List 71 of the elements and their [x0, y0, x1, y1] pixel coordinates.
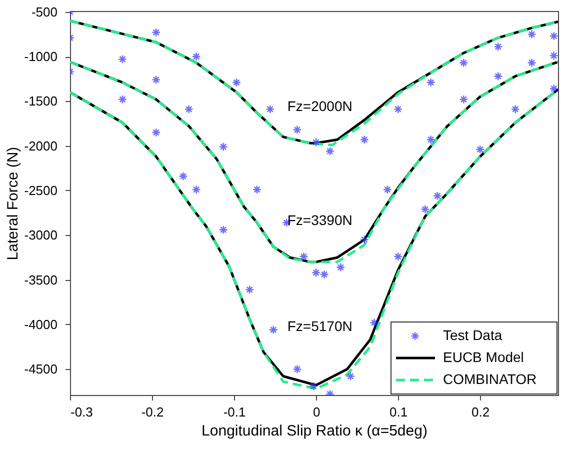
point	[312, 138, 321, 147]
point	[510, 104, 520, 114]
point	[218, 142, 228, 152]
point	[192, 185, 201, 194]
point	[312, 268, 321, 278]
x-tick-label: -0.2	[141, 404, 164, 420]
point	[268, 325, 278, 334]
point	[370, 318, 379, 328]
point	[118, 94, 128, 104]
point	[476, 144, 485, 154]
point	[426, 135, 436, 144]
point	[118, 54, 128, 64]
point	[459, 58, 468, 68]
point	[527, 30, 536, 39]
y-axis-title: Lateral Force (N)	[4, 146, 22, 260]
x-tick-label: -0.1	[223, 404, 246, 420]
line-series	[70, 60, 558, 264]
point	[360, 135, 369, 144]
point	[184, 104, 194, 114]
point	[426, 78, 436, 87]
y-tick-label: -2500	[24, 183, 58, 198]
y-tick-label: -500	[31, 4, 58, 20]
point	[394, 252, 403, 262]
point	[494, 72, 503, 81]
legend-label: Test Data	[443, 327, 502, 343]
x-axis-title: Longitudinal Slip Ratio κ (α=5deg)	[202, 422, 428, 440]
point	[299, 252, 308, 262]
point	[325, 146, 335, 156]
point	[232, 78, 242, 87]
point	[382, 185, 392, 194]
point	[420, 204, 430, 214]
y-tick-label: -3000	[24, 228, 58, 243]
x-tick-label: -0.3	[70, 404, 93, 420]
x-tick-label: 0.1	[390, 404, 408, 420]
y-tick-label: -1000	[24, 49, 58, 64]
y-tick-label: -3500	[24, 272, 58, 288]
x-tick-label: 0.2	[472, 404, 490, 420]
point	[549, 84, 558, 94]
annotation: Fz=2000N	[287, 98, 352, 114]
point	[320, 270, 329, 279]
point	[494, 42, 503, 52]
point	[346, 372, 356, 381]
point	[192, 52, 201, 62]
annotation: Fz=5170N	[287, 318, 352, 334]
point	[432, 191, 442, 200]
y-tick-label: -4500	[24, 362, 58, 377]
legend-label: COMBINATOR	[443, 371, 537, 387]
x-tick-label: 0	[312, 404, 320, 420]
point	[218, 225, 228, 234]
point	[292, 364, 302, 374]
point	[292, 125, 302, 134]
point	[549, 31, 558, 41]
legend-label: EUCB Model	[443, 349, 524, 365]
point	[245, 285, 254, 294]
point	[152, 75, 161, 84]
point	[178, 172, 188, 181]
point	[152, 128, 161, 137]
point	[152, 28, 161, 37]
point	[394, 104, 403, 114]
point	[252, 185, 262, 194]
point	[549, 51, 558, 60]
point	[360, 235, 369, 244]
point	[266, 104, 275, 114]
point	[336, 262, 346, 272]
point	[309, 382, 318, 391]
point	[527, 58, 536, 68]
annotation: Fz=3390N	[287, 212, 352, 228]
point	[459, 94, 468, 104]
y-tick-label: -1500	[24, 94, 58, 109]
y-tick-label: -2000	[24, 138, 58, 154]
y-tick-label: -4000	[24, 316, 58, 332]
